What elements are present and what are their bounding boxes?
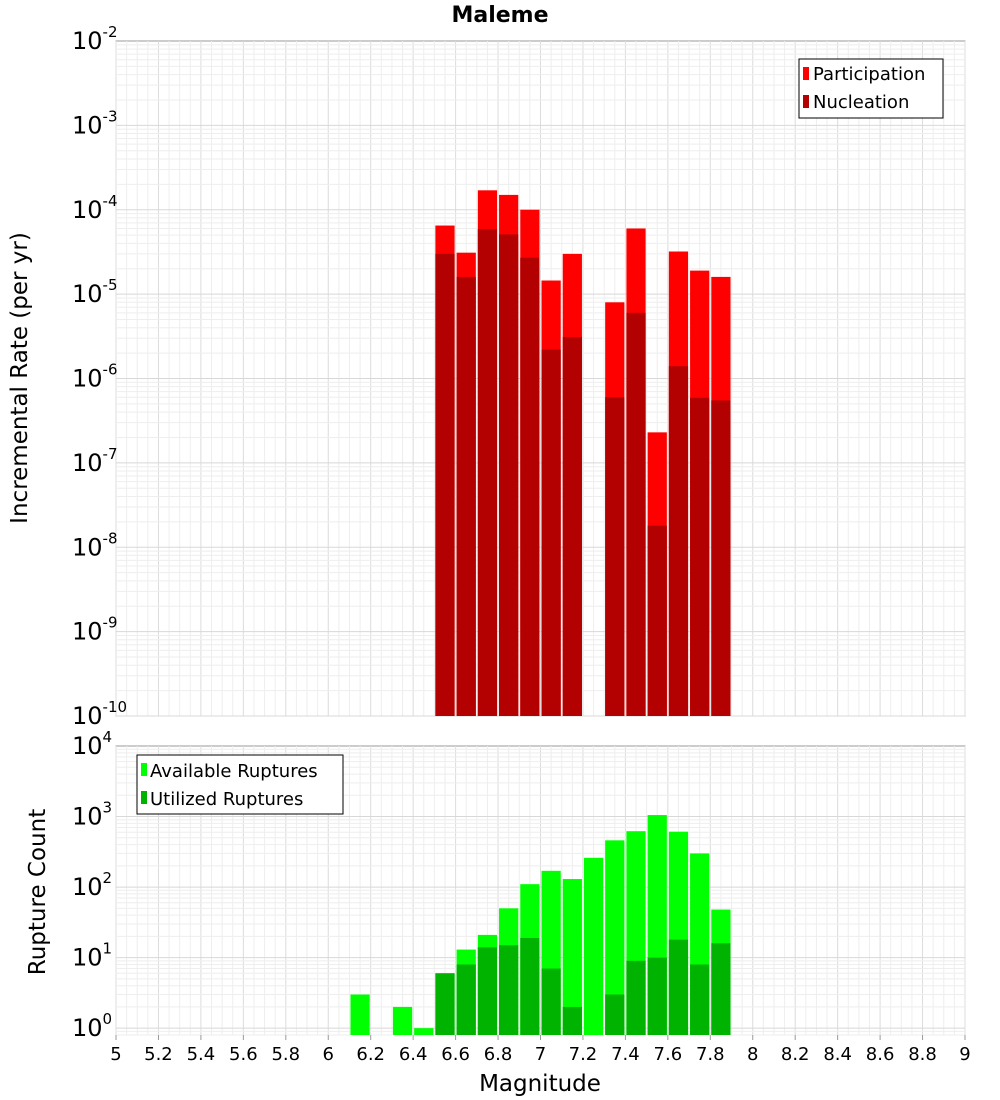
count-y-axis-label: Rupture Count bbox=[25, 809, 51, 975]
x-tick-label: 6 bbox=[323, 1044, 334, 1065]
y-tick-label: 10-10 bbox=[72, 698, 127, 730]
nucleation-bar bbox=[499, 234, 519, 716]
y-tick-label: 102 bbox=[72, 869, 112, 901]
nucleation-bar bbox=[520, 257, 540, 716]
count-legend-box bbox=[136, 754, 344, 815]
y-tick-label: 10-2 bbox=[72, 23, 118, 55]
x-tick-label: 6.2 bbox=[356, 1044, 385, 1065]
utilized-bar bbox=[562, 1006, 582, 1035]
x-tick-label: 5.8 bbox=[271, 1044, 300, 1065]
legend-swatch-available bbox=[141, 763, 147, 776]
x-tick-label: 6.8 bbox=[484, 1044, 513, 1065]
chart-title: Maleme bbox=[451, 3, 548, 28]
x-tick-label: 6.6 bbox=[441, 1044, 470, 1065]
utilized-bar bbox=[435, 973, 455, 1035]
y-tick-label: 10-6 bbox=[72, 361, 118, 393]
count-y-ticks: 100 101 102 103 104 bbox=[72, 728, 112, 1042]
rate-legend-box bbox=[798, 58, 944, 119]
x-tick-label: 9 bbox=[959, 1044, 970, 1065]
legend-label-nucleation: Nucleation bbox=[813, 92, 909, 113]
x-tick-label: 8 bbox=[747, 1044, 758, 1065]
rate-bars bbox=[435, 190, 731, 717]
x-axis-ticks: 5 5.2 5.4 5.6 5.8 6 6.2 6.4 6.6 6.8 7 7.2 7.4 7.6 7.8 8… bbox=[110, 1035, 971, 1065]
utilized-bar bbox=[690, 964, 710, 1035]
legend-label-available: Available Ruptures bbox=[150, 761, 318, 782]
legend-label-utilized: Utilized Ruptures bbox=[150, 789, 303, 810]
rate-panel: 10-10 10-9 10-8 10-7 10-6 10-5 10-4 10-3 10-2 In… bbox=[7, 23, 966, 730]
x-tick-label: 5.6 bbox=[229, 1044, 258, 1065]
nucleation-bar bbox=[647, 525, 667, 716]
y-tick-label: 101 bbox=[72, 940, 112, 972]
y-tick-label: 10-9 bbox=[72, 614, 118, 646]
x-tick-label: 8.6 bbox=[866, 1044, 895, 1065]
available-bar bbox=[392, 1006, 413, 1035]
utilized-bar bbox=[711, 943, 731, 1035]
rate-legend: Participation Nucleation bbox=[798, 58, 944, 119]
utilized-bar bbox=[541, 968, 561, 1035]
x-tick-label: 8.8 bbox=[908, 1044, 937, 1065]
available-bar bbox=[414, 1028, 434, 1035]
available-bar bbox=[583, 857, 604, 1035]
rate-y-ticks: 10-10 10-9 10-8 10-7 10-6 10-5 10-4 10-3 10-2 bbox=[72, 23, 127, 730]
y-tick-label: 10-3 bbox=[72, 107, 118, 139]
count-legend: Available Ruptures Utilized Ruptures bbox=[136, 754, 344, 815]
x-tick-label: 5.2 bbox=[144, 1044, 173, 1065]
x-tick-label: 7.2 bbox=[569, 1044, 598, 1065]
x-tick-label: 8.4 bbox=[823, 1044, 852, 1065]
x-tick-label: 7.8 bbox=[696, 1044, 725, 1065]
y-tick-label: 10-8 bbox=[72, 529, 118, 561]
rate-y-axis-label: Incremental Rate (per yr) bbox=[7, 232, 33, 524]
utilized-bar bbox=[605, 994, 625, 1035]
utilized-bar bbox=[456, 964, 476, 1035]
nucleation-bar bbox=[711, 400, 731, 716]
nucleation-bar bbox=[477, 229, 498, 717]
x-axis-label: Magnitude bbox=[479, 1071, 601, 1097]
utilized-bar bbox=[477, 947, 498, 1035]
utilized-bar bbox=[520, 937, 540, 1035]
nucleation-bar bbox=[605, 397, 625, 716]
count-bars bbox=[350, 815, 731, 1035]
utilized-bar bbox=[668, 939, 689, 1035]
utilized-bar bbox=[647, 957, 667, 1035]
x-tick-label: 5.4 bbox=[187, 1044, 216, 1065]
nucleation-bar bbox=[541, 349, 561, 716]
x-tick-label: 5 bbox=[110, 1044, 121, 1065]
legend-label-participation: Participation bbox=[813, 64, 925, 85]
y-tick-label: 100 bbox=[72, 1010, 112, 1042]
x-tick-label: 7.6 bbox=[654, 1044, 683, 1065]
legend-swatch-participation bbox=[803, 67, 809, 80]
y-tick-label: 10-5 bbox=[72, 276, 118, 308]
legend-swatch-nucleation bbox=[803, 95, 809, 108]
x-tick-label: 7.4 bbox=[611, 1044, 640, 1065]
legend-swatch-utilized bbox=[141, 791, 147, 804]
y-tick-label: 104 bbox=[72, 728, 112, 760]
available-bar bbox=[562, 879, 582, 1035]
available-bar bbox=[350, 994, 370, 1035]
utilized-bar bbox=[499, 945, 519, 1035]
x-tick-label: 6.4 bbox=[399, 1044, 428, 1065]
count-panel: 100 101 102 103 104 Rupture Count Available … bbox=[25, 728, 966, 1042]
nucleation-bar bbox=[626, 312, 646, 716]
nucleation-bar bbox=[690, 397, 710, 716]
y-tick-label: 10-4 bbox=[72, 192, 118, 224]
rate-gridlines bbox=[115, 41, 966, 717]
y-tick-label: 103 bbox=[72, 799, 112, 831]
x-tick-label: 8.2 bbox=[781, 1044, 810, 1065]
nucleation-bar bbox=[562, 337, 582, 716]
nucleation-bar bbox=[435, 253, 455, 716]
y-tick-label: 10-7 bbox=[72, 445, 118, 477]
available-bar bbox=[605, 840, 625, 1035]
x-tick-label: 7 bbox=[535, 1044, 546, 1065]
utilized-bar bbox=[626, 960, 646, 1035]
nucleation-bar bbox=[668, 366, 689, 716]
nucleation-bar bbox=[456, 276, 476, 716]
